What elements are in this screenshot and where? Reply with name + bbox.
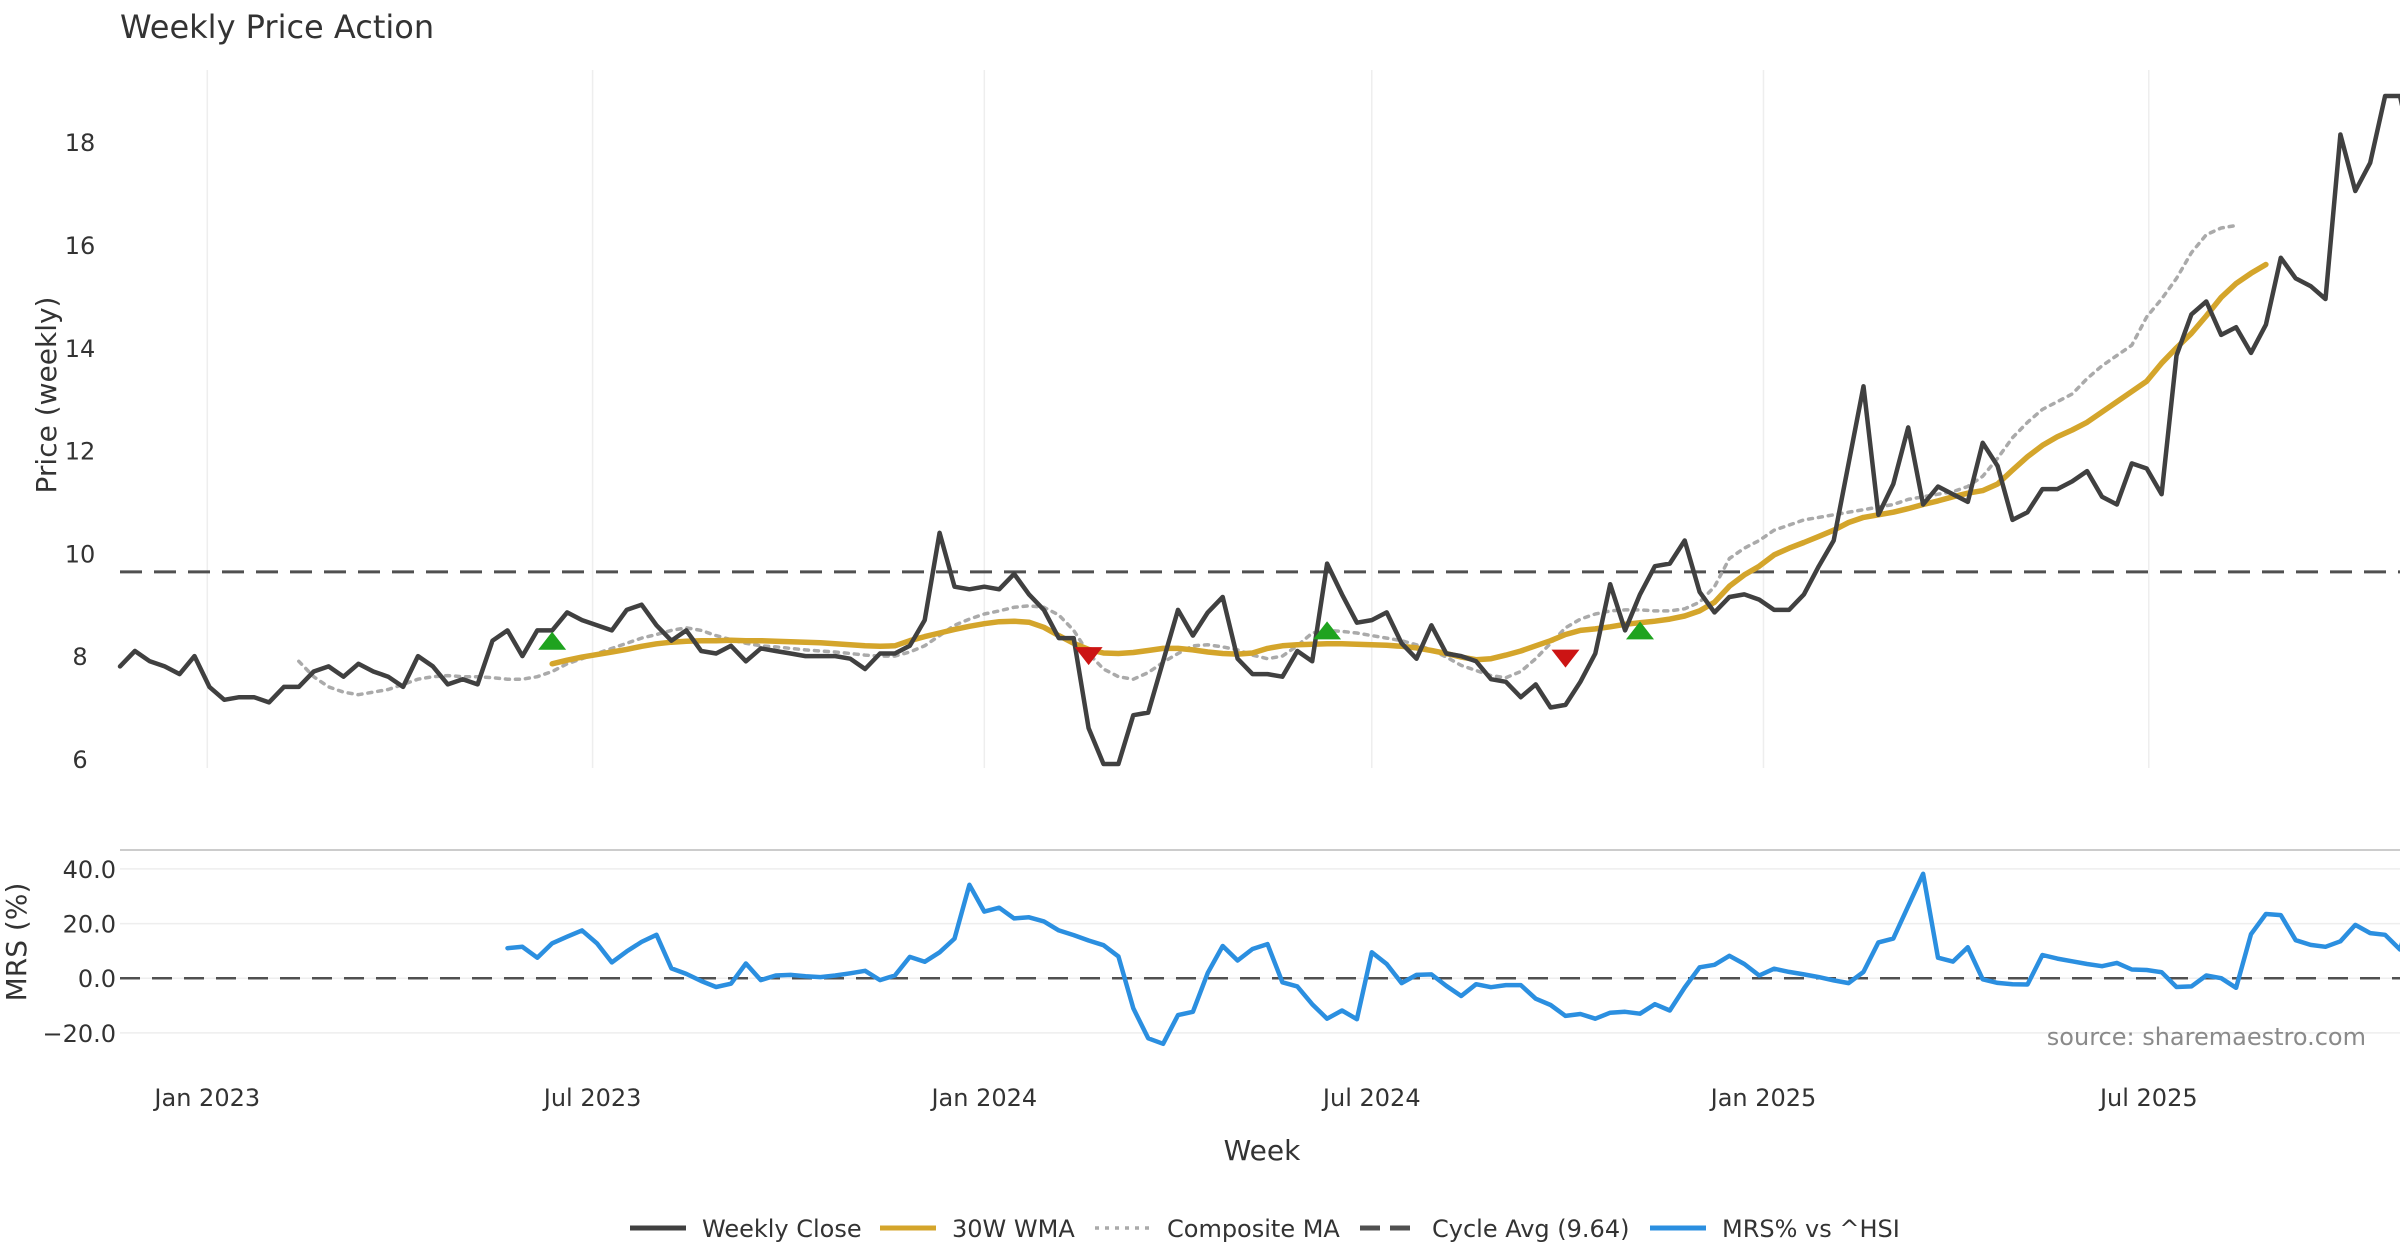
x-tick-label: Jan 2025	[1709, 1084, 1817, 1112]
wma-30w-line	[549, 261, 2269, 667]
legend-label: MRS% vs ^HSI	[1722, 1215, 1900, 1243]
upper-y-tick-label: 10	[65, 540, 96, 568]
upper-y-tick-label: 6	[72, 746, 87, 774]
legend: Weekly Close 30W WMA Composite MA Cycle Avg…	[630, 1215, 1900, 1243]
lower-y-tick-label: −20.0	[42, 1020, 116, 1048]
buy-signal-marker	[538, 631, 567, 650]
legend-label: 30W WMA	[952, 1215, 1075, 1243]
lower-y-tick-label: 40.0	[63, 856, 116, 884]
lower-y-axis-title: MRS (%)	[0, 883, 33, 1002]
grid-layer	[120, 70, 2400, 1034]
sell-signal-marker	[1074, 647, 1103, 666]
upper-y-tick-label: 8	[72, 643, 87, 671]
x-axis-title: Week	[1224, 1134, 1301, 1167]
mrs-line	[505, 871, 2400, 1047]
series-layer	[117, 93, 2400, 1047]
upper-y-tick-label: 16	[65, 232, 96, 260]
x-tick-label: Jul 2024	[1321, 1084, 1421, 1112]
x-tick-label: Jul 2025	[2098, 1084, 2198, 1112]
axes-layer: Jan 2023 Jul 2023 Jan 2024 Jul 2024 Jan 2025…	[42, 129, 2197, 1112]
upper-y-tick-label: 18	[65, 129, 96, 157]
legend-label: Cycle Avg (9.64)	[1432, 1215, 1629, 1243]
upper-y-tick-label: 14	[65, 335, 96, 363]
lower-y-tick-label: 20.0	[63, 911, 116, 939]
x-tick-label: Jan 2024	[929, 1084, 1037, 1112]
buy-signal-marker	[1313, 621, 1342, 640]
weekly-close-line	[117, 93, 2400, 767]
signal-markers-layer	[538, 621, 1654, 668]
legend-label: Composite MA	[1167, 1215, 1340, 1243]
x-tick-label: Jul 2023	[542, 1084, 642, 1112]
chart-title: Weekly Price Action	[120, 8, 434, 46]
upper-y-tick-label: 12	[65, 438, 96, 466]
x-tick-label: Jan 2023	[152, 1084, 260, 1112]
lower-y-tick-label: 0.0	[78, 965, 116, 993]
composite-ma-line	[297, 223, 2238, 697]
legend-label: Weekly Close	[702, 1215, 862, 1243]
upper-y-axis-title: Price (weekly)	[30, 297, 63, 494]
buy-signal-marker	[1626, 621, 1654, 640]
sell-signal-marker	[1551, 649, 1580, 668]
source-note: source: sharemaestro.com	[2047, 1023, 2366, 1051]
reference-lines-layer	[120, 570, 2400, 980]
